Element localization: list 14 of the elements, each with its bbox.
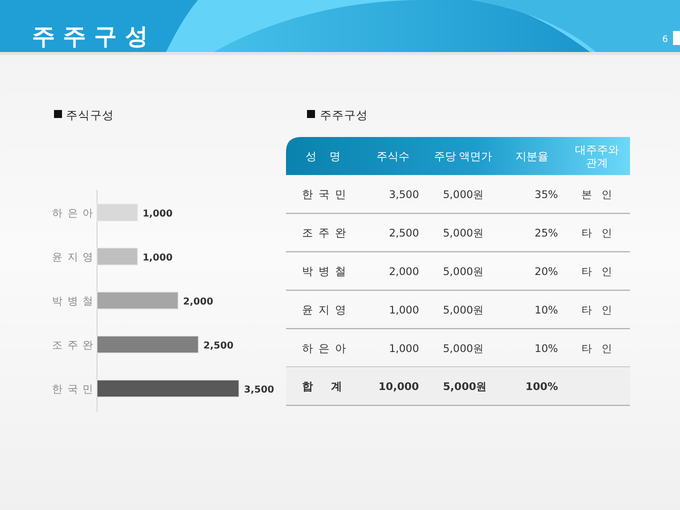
categories[2]: 주당 액면가 [434,150,492,163]
categories[3]: 지분율 [516,150,548,163]
annotations[1]: 6 [662,35,668,45]
title: 주주구성 [320,108,368,122]
categories[3]: 조 주 완 [52,340,94,352]
categories[4]: 대주주와 관계 [575,144,619,170]
title: 주식구성 [66,108,114,122]
categories[1]: 윤 지 영 [52,252,94,264]
categories[4]: 한 국 민 [52,384,94,396]
categories[0]: 하 은 아 [52,208,94,220]
categories[0]: 성 명 [305,150,341,163]
annotations[0]: 주 주 구 성 [32,24,148,50]
categories[2]: 박 병 철 [52,296,94,308]
categories[1]: 주식수 [376,150,410,163]
